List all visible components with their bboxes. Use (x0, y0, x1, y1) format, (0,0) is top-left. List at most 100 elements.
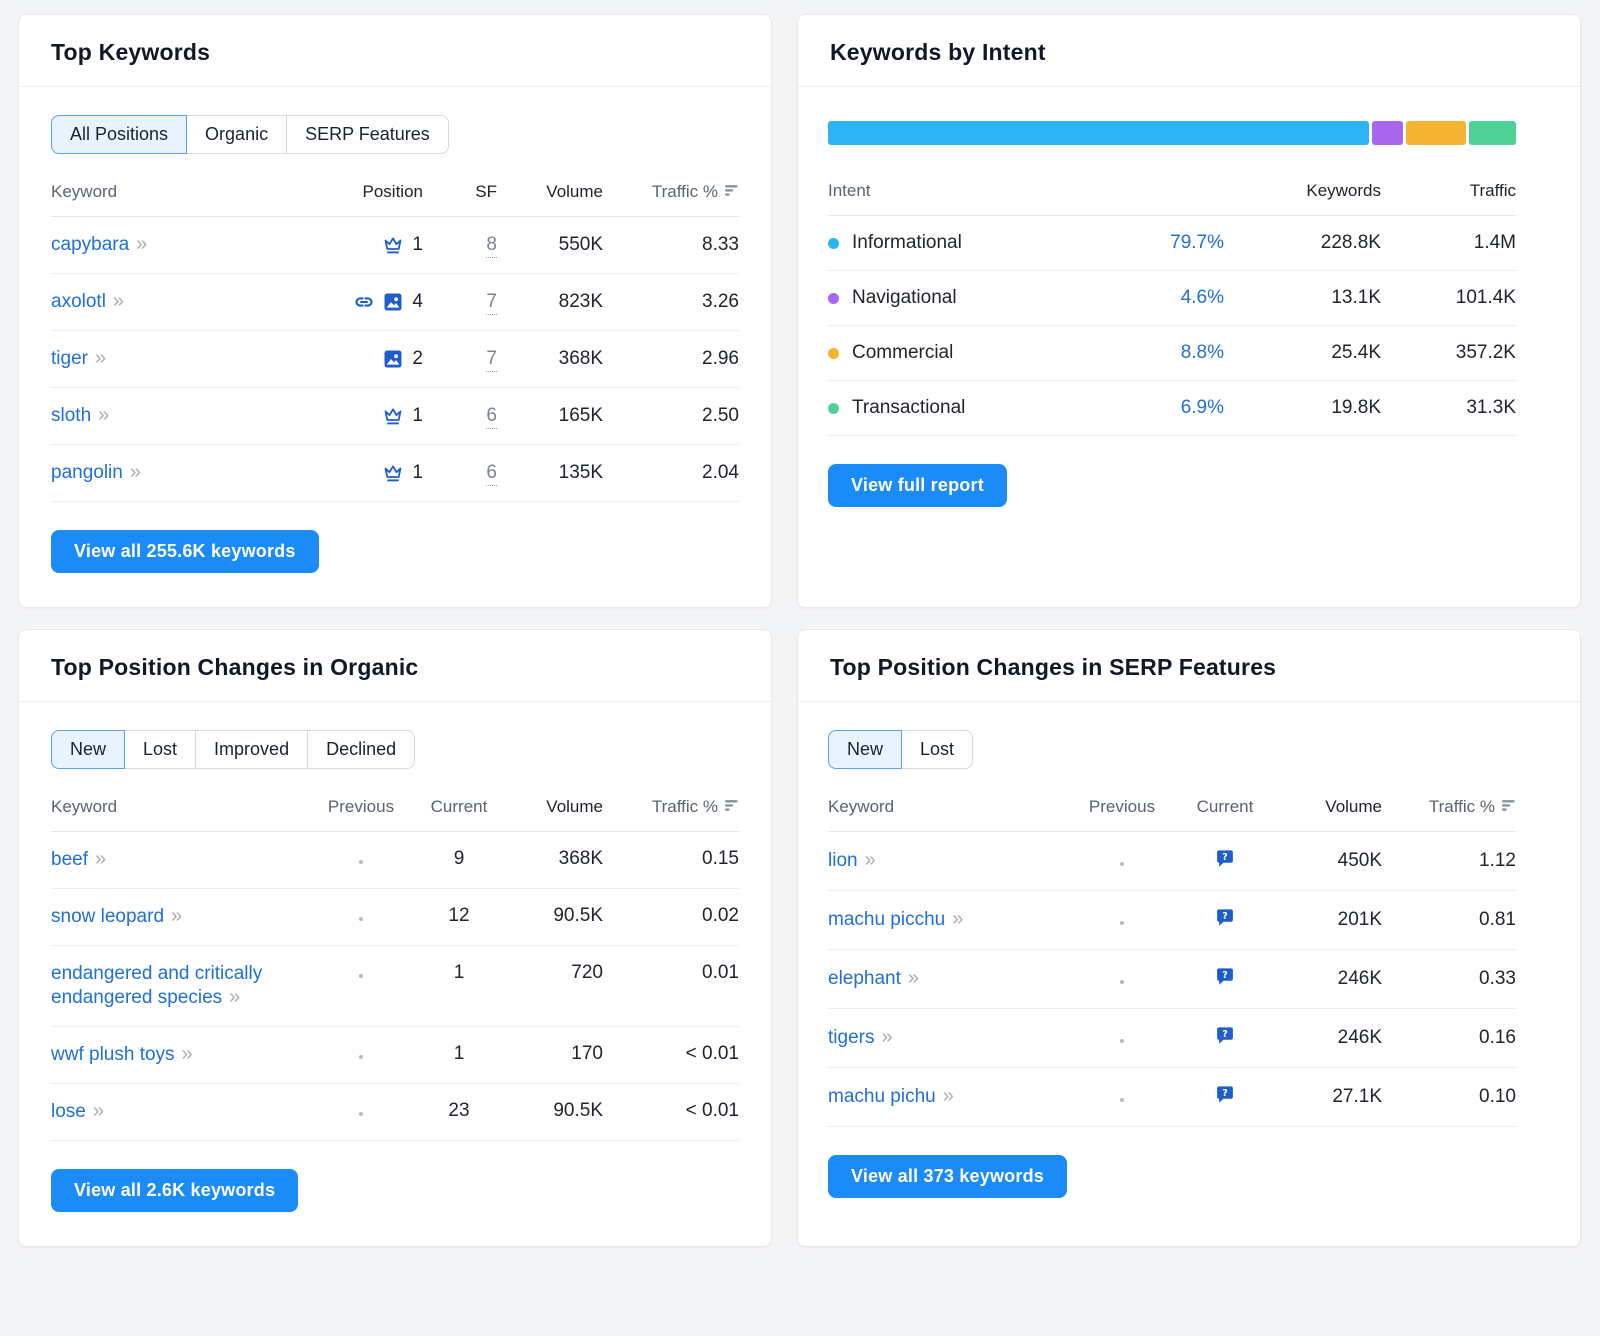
double-chevron-icon[interactable]: » (942, 1085, 954, 1107)
volume-value: 170 (571, 1043, 603, 1064)
keyword-cell: tiger » (51, 347, 339, 371)
keyword-cell: capybara » (51, 233, 339, 257)
bar-segment-informational[interactable] (828, 121, 1370, 145)
position-cell: 1 (339, 462, 439, 484)
keyword-link[interactable]: lose (51, 1101, 86, 1122)
sf-link[interactable]: 6 (486, 462, 497, 486)
table-header: Keyword Previous Current Volume Traffic … (828, 797, 1516, 832)
double-chevron-icon[interactable]: » (98, 404, 109, 426)
table-row: Transactional 6.9% 19.8K 31.3K (828, 381, 1516, 436)
keyword-link[interactable]: capybara (51, 234, 130, 255)
current-value: 23 (448, 1100, 470, 1121)
table-row: tiger » 2 7 368K 2.96 (51, 331, 739, 388)
keyword-link[interactable]: sloth (51, 405, 92, 426)
double-chevron-icon[interactable]: » (94, 848, 106, 870)
overview-dashboard: Top Keywords All Positions Organic SERP … (18, 14, 1581, 1247)
keywords-by-intent-card: Keywords by Intent Intent Keywords Traff… (797, 14, 1581, 608)
sort-icon[interactable] (725, 182, 739, 202)
card-body: All Positions Organic SERP Features Keyw… (19, 87, 771, 607)
tab-declined[interactable]: Declined (307, 730, 416, 769)
table-row: Navigational 4.6% 13.1K 101.4K (828, 271, 1516, 326)
intent-percent-link[interactable]: 4.6% (1180, 287, 1224, 308)
position-value: 1 (412, 234, 423, 255)
position-value: 4 (412, 291, 423, 312)
sf-link[interactable]: 7 (486, 291, 497, 315)
view-all-keywords-button[interactable]: View all 255.6K keywords (51, 530, 319, 573)
volume-value: 368K (558, 848, 603, 869)
col-traffic: Traffic % (1398, 797, 1516, 817)
bar-segment-commercial[interactable] (1406, 121, 1467, 145)
double-chevron-icon[interactable]: » (136, 233, 147, 255)
organic-changes-tabs: New Lost Improved Declined (51, 730, 416, 769)
keyword-link[interactable]: tiger (51, 348, 88, 369)
intent-percent-link[interactable]: 8.8% (1180, 342, 1224, 363)
position-value: 2 (412, 348, 423, 369)
volume-value: 135K (558, 462, 603, 483)
double-chevron-icon[interactable]: » (229, 986, 240, 1008)
tab-lost[interactable]: Lost (901, 730, 974, 769)
keyword-cell: elephant » (828, 967, 1074, 991)
table-row: lion » 450K 1.12 (828, 832, 1516, 891)
keyword-link[interactable]: lion (828, 850, 858, 871)
sf-link[interactable]: 6 (486, 405, 497, 429)
current-value: 9 (453, 848, 465, 869)
tab-new[interactable]: New (51, 730, 126, 769)
bar-segment-navigational[interactable] (1372, 121, 1404, 145)
keyword-link[interactable]: axolotl (51, 291, 106, 312)
keyword-link[interactable]: beef (51, 849, 88, 870)
traffic-value: < 0.01 (685, 1043, 739, 1064)
volume-value: 550K (558, 234, 603, 255)
sf-link[interactable]: 8 (486, 234, 497, 258)
position-cell: 4 (339, 291, 439, 313)
keyword-link[interactable]: wwf plush toys (51, 1044, 175, 1065)
view-full-report-button[interactable]: View full report (828, 464, 1007, 507)
keyword-link[interactable]: elephant (828, 968, 901, 989)
keyword-cell: lion » (828, 849, 1074, 873)
keyword-link[interactable]: machu picchu (828, 909, 946, 930)
tab-improved[interactable]: Improved (195, 730, 309, 769)
traffic-value: 31.3K (1466, 397, 1516, 418)
intent-dot (828, 402, 839, 414)
double-chevron-icon[interactable]: » (171, 905, 182, 927)
traffic-value: 1.12 (1479, 850, 1516, 871)
double-chevron-icon[interactable]: » (952, 908, 963, 930)
double-chevron-icon[interactable]: » (112, 290, 124, 312)
previous-dot (1120, 921, 1124, 925)
keyword-link[interactable]: tigers (828, 1027, 875, 1048)
keyword-link[interactable]: snow leopard (51, 906, 165, 927)
double-chevron-icon[interactable]: » (881, 1026, 892, 1048)
double-chevron-icon[interactable]: » (864, 849, 876, 871)
double-chevron-icon[interactable]: » (181, 1043, 193, 1065)
people-also-ask-icon (1215, 848, 1235, 868)
sort-icon[interactable] (725, 797, 739, 817)
double-chevron-icon[interactable]: » (92, 1100, 104, 1122)
col-sf: SF (475, 182, 497, 201)
intent-percent-link[interactable]: 79.7% (1170, 232, 1224, 253)
view-all-keywords-button[interactable]: View all 2.6K keywords (51, 1169, 299, 1212)
card-header: Keywords by Intent (798, 15, 1580, 87)
double-chevron-icon[interactable]: » (94, 347, 106, 369)
keyword-link[interactable]: machu pichu (828, 1086, 936, 1107)
tab-lost[interactable]: Lost (124, 730, 197, 769)
tab-organic[interactable]: Organic (186, 115, 288, 154)
col-keyword: Keyword (51, 182, 118, 201)
keyword-link[interactable]: endangered and critically endangered spe… (51, 963, 263, 1008)
table-row: snow leopard » 12 90.5K 0.02 (51, 889, 739, 946)
people-also-ask-icon (1215, 907, 1235, 927)
people-also-ask-icon (1215, 1025, 1235, 1045)
keyword-link[interactable]: pangolin (51, 462, 123, 483)
sf-link[interactable]: 7 (486, 348, 497, 372)
tab-all-positions[interactable]: All Positions (51, 115, 188, 154)
tab-serp-features[interactable]: SERP Features (286, 115, 449, 154)
sort-icon[interactable] (1502, 797, 1516, 817)
bar-segment-transactional[interactable] (1469, 121, 1516, 145)
intent-name: Transactional (852, 397, 966, 418)
double-chevron-icon[interactable]: » (129, 461, 141, 483)
tab-new[interactable]: New (828, 730, 903, 769)
view-all-keywords-button[interactable]: View all 373 keywords (828, 1155, 1067, 1198)
intent-percent-link[interactable]: 6.9% (1180, 397, 1224, 418)
volume-value: 246K (1337, 1027, 1382, 1048)
position-cell: 1 (339, 405, 439, 427)
double-chevron-icon[interactable]: » (907, 967, 919, 989)
previous-dot (1120, 1098, 1124, 1102)
